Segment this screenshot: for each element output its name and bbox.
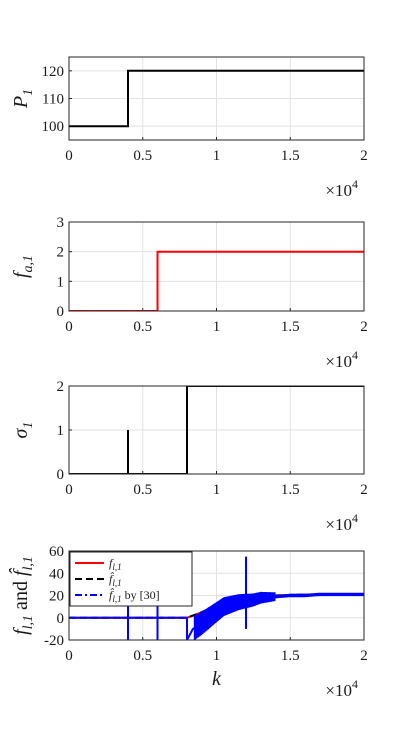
y-tick-label: 0	[57, 304, 65, 320]
legend: fl,1f̂l,1f̂l,1 by [30]	[69, 551, 193, 607]
series-line-1	[69, 250, 364, 311]
series-line-1	[69, 69, 364, 128]
subplot-1: 0 0.5 1 1.5 2 100 110 120 ×104 P1	[10, 56, 368, 200]
subplot-2: 0 0.5 1 1.5 2 0 1 2 3 ×104 fa,1	[10, 215, 368, 371]
y-tick-label: 0	[57, 467, 65, 483]
x-tick-label: 0.5	[133, 648, 152, 664]
x-tick-label: 1.5	[281, 482, 300, 498]
y-tick-label: 110	[42, 92, 64, 108]
x-tick-label: 2	[360, 148, 368, 164]
x-tick-label: 1	[213, 482, 221, 498]
y-tick-label: 100	[42, 119, 65, 135]
legend-label: fl,1	[109, 556, 122, 572]
x-tick-label: 1.5	[281, 648, 300, 664]
x-tick-label: 1.5	[281, 319, 300, 335]
y-tick-label: -20	[44, 633, 64, 649]
y-tick-label: 120	[42, 64, 65, 80]
series-ripple	[193, 591, 364, 640]
y-tick-label: 2	[57, 379, 65, 395]
y-axis-label: σ1	[10, 422, 36, 439]
x-axis-label: k	[212, 668, 222, 690]
y-tick-label: 1	[57, 423, 65, 439]
x-multiplier: ×104	[325, 677, 358, 700]
x-tick-label: 1	[213, 648, 221, 664]
y-tick-label: 2	[57, 245, 65, 261]
axes-frame	[68, 385, 365, 475]
y-axis-label: fl,1 and f̂l,1	[8, 556, 36, 635]
x-tick-label: 0.5	[133, 482, 152, 498]
x-multiplier: ×104	[325, 177, 358, 200]
y-tick-label: 1	[57, 274, 65, 290]
x-tick-label: 1	[213, 148, 221, 164]
x-tick-label: 0	[65, 482, 73, 498]
x-multiplier: ×104	[325, 511, 358, 534]
axes-frame	[68, 550, 365, 641]
y-tick-label: 40	[49, 566, 64, 582]
x-tick-label: 2	[360, 482, 368, 498]
x-multiplier: ×104	[325, 348, 358, 371]
y-tick-label: 60	[49, 544, 64, 560]
x-tick-label: 0	[65, 319, 73, 335]
x-tick-label: 2	[360, 648, 368, 664]
x-tick-label: 0.5	[133, 148, 152, 164]
y-tick-label: 20	[49, 589, 64, 605]
axes-frame	[68, 56, 365, 141]
legend-label: f̂l,1 by [30]	[109, 587, 160, 604]
y-tick-label: 3	[57, 215, 65, 231]
y-tick-label: 0	[57, 611, 65, 627]
x-tick-label: 0	[65, 648, 73, 664]
axes-frame	[68, 221, 365, 312]
x-tick-label: 0	[65, 148, 73, 164]
y-axis-label: P1	[10, 89, 36, 109]
legend-label: f̂l,1	[109, 571, 122, 588]
x-tick-label: 1.5	[281, 148, 300, 164]
x-tick-label: 1	[213, 319, 221, 335]
x-tick-label: 2	[360, 319, 368, 335]
y-axis-label: fa,1	[10, 255, 36, 278]
x-tick-label: 0.5	[133, 319, 152, 335]
